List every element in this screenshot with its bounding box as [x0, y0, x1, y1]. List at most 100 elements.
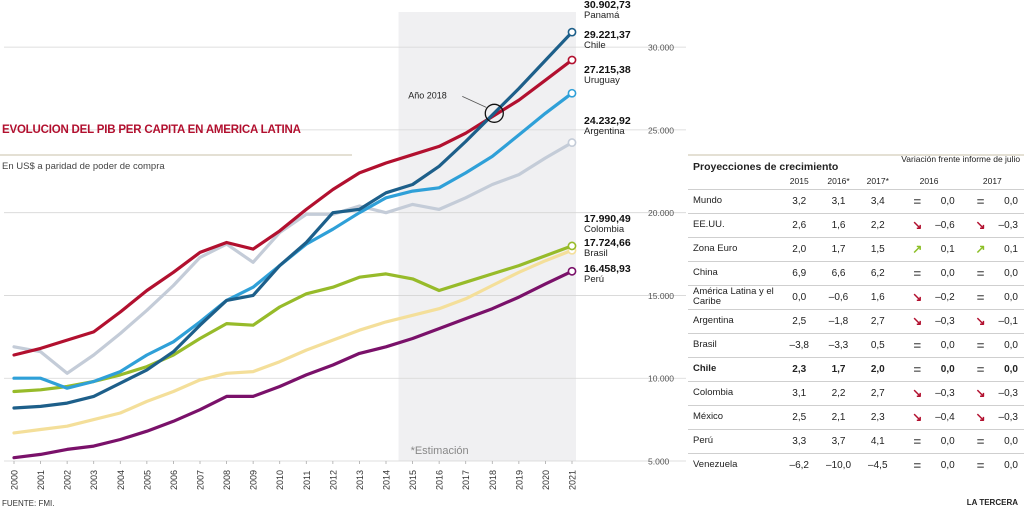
variation-value: 0,1	[940, 243, 955, 255]
x-tick-label: 2004	[116, 470, 126, 490]
variation-icon-cell: =	[897, 333, 925, 357]
value-2015: –3,8	[789, 339, 809, 351]
end-value-uruguay: 27.215,38	[584, 64, 631, 76]
table-row: Zona Euro 2,0 1,7 1,5 ↗ 0,1 ↗ 0,1	[688, 237, 1024, 261]
series-line-peru	[12, 269, 574, 460]
variation-icon-cell: ↘	[961, 405, 989, 429]
variation-icon-cell: =	[961, 285, 989, 309]
series-name-peru: Perú	[584, 274, 604, 285]
x-tick-label: 2001	[36, 470, 46, 490]
end-value-colombia: 17.990,49	[584, 213, 631, 225]
x-tick-label: 2007	[196, 470, 206, 490]
x-tick-label: 2000	[10, 470, 20, 490]
x-tick-label: 2009	[249, 470, 259, 490]
variation-value: –0,4	[935, 411, 955, 423]
country-name: México	[693, 411, 724, 422]
series-name-colombia: Colombia	[584, 224, 625, 235]
value-2016: 1,7	[831, 363, 846, 375]
country-name: Zona Euro	[693, 243, 738, 254]
series-name-panama: Panamá	[584, 10, 620, 21]
variation-icon-cell: =	[961, 261, 989, 285]
equals-icon: =	[913, 265, 922, 281]
variation-value: 0,0	[940, 435, 955, 447]
x-tick-label: 2011	[302, 471, 312, 490]
variation-icon-cell: ↘	[897, 285, 925, 309]
variation-icon-cell: ↗	[961, 237, 989, 261]
series-line-chile	[12, 58, 574, 357]
value-2017: 0,5	[870, 339, 885, 351]
value-2017: 1,6	[870, 291, 885, 303]
value-2017: 2,0	[870, 363, 885, 375]
variation-value: 0,0	[1004, 459, 1018, 471]
end-value-peru: 16.458,93	[584, 263, 631, 275]
var-col-2017: 2017	[982, 175, 1002, 186]
value-2015: 6,9	[792, 267, 807, 279]
x-tick-label: 2019	[514, 470, 524, 490]
end-point-peru	[567, 266, 577, 276]
variation-value: 0,0	[940, 195, 955, 207]
arrow-up-icon: ↗	[975, 242, 986, 256]
country-name: Chile	[693, 363, 717, 374]
arrow-down-icon: ↘	[912, 386, 923, 400]
equals-icon: =	[976, 361, 985, 377]
country-name: China	[693, 267, 718, 278]
end-point-colombia	[567, 241, 577, 251]
country-name: Perú	[693, 435, 714, 446]
variation-icon-cell: =	[961, 189, 989, 213]
annotation-circle	[484, 103, 504, 123]
y-tick-label: 10.000	[648, 374, 674, 384]
x-tick-label: 2015	[408, 470, 418, 490]
x-tick-label: 2018	[488, 470, 498, 490]
variation-value: –0,3	[998, 219, 1018, 231]
variation-value: 0,0	[940, 267, 955, 279]
y-tick-label: 5.000	[648, 457, 670, 467]
variation-icon-cell: ↘	[961, 213, 989, 237]
value-2017: –4,5	[868, 459, 888, 471]
end-value-chile: 29.221,37	[584, 29, 631, 41]
arrow-down-icon: ↘	[912, 290, 923, 304]
end-point-argentina	[567, 138, 577, 147]
chart-title: EVOLUCION DEL PIB PER CAPITA EN AMERICA …	[2, 124, 301, 136]
value-2015: 2,5	[792, 315, 807, 327]
equals-icon: =	[913, 361, 922, 377]
variation-value: 0,1	[1004, 243, 1018, 255]
brand-logo: LA TERCERA	[966, 498, 1018, 507]
end-value-argentina: 24.232,92	[584, 115, 631, 127]
table-row: Perú 3,3 3,7 4,1 = 0,0 = 0,0	[688, 429, 1024, 453]
value-2016: 1,7	[831, 243, 846, 255]
x-tick-label: 2003	[89, 470, 99, 490]
x-tick-label: 2021	[568, 470, 578, 490]
country-name: América Latina y el Caribe	[693, 286, 774, 307]
x-axis-ticks: 2000 2001 2002 2003 2004 2005 2006 2007 2008 2009…	[10, 461, 578, 490]
x-tick-label: 2008	[222, 470, 232, 490]
variation-value: 0,0	[940, 339, 955, 351]
table-row: Brasil –3,8 –3,3 0,5 = 0,0 = 0,0	[688, 333, 1024, 357]
country-name: Brasil	[693, 339, 717, 350]
source-note: FUENTE: FMI.	[2, 499, 55, 508]
variation-value: 0,0	[1004, 267, 1018, 279]
variation-icon-cell: =	[897, 261, 925, 285]
var-col-2016: 2016	[919, 175, 939, 186]
series-line-panama	[12, 30, 574, 410]
variation-icon-cell: =	[897, 357, 925, 381]
series-name-brasil: Brasil	[584, 248, 608, 259]
equals-icon: =	[913, 193, 922, 209]
value-2015: –6,2	[789, 459, 809, 471]
y-tick-label: 30.000	[648, 43, 674, 53]
table-row: China 6,9 6,6 6,2 = 0,0 = 0,0	[688, 261, 1024, 285]
col-2017: 2017*	[866, 175, 889, 186]
series-name-uruguay: Uruguay	[584, 75, 620, 86]
variation-value: –0,2	[935, 291, 955, 303]
equals-icon: =	[976, 337, 985, 353]
chart-subtitle: En US$ a paridad de poder de compra	[2, 161, 165, 172]
projections-table: Proyecciones de crecimiento Variación fr…	[688, 155, 1024, 477]
series-line-argentina	[12, 141, 574, 375]
value-2017: 2,3	[870, 411, 885, 423]
value-2015: 0,0	[792, 291, 807, 303]
variation-value: 0,0	[1004, 435, 1018, 447]
variation-icon-cell: =	[961, 333, 989, 357]
variation-value: –0,1	[998, 315, 1018, 327]
variation-value: –0,3	[935, 387, 955, 399]
